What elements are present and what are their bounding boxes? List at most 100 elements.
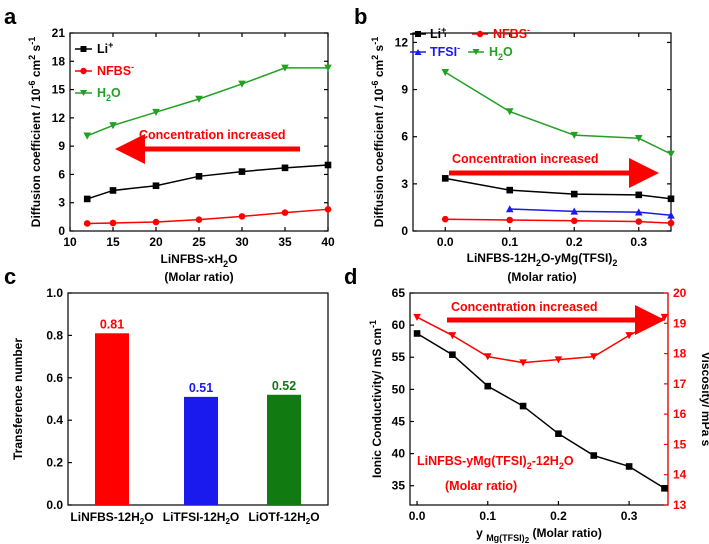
- series-b: [441, 68, 675, 227]
- data-point: [625, 332, 633, 340]
- ylabel-left-d: Ionic Conductivity/ mS cm-1: [368, 320, 384, 478]
- x-tick-label: 0.2: [550, 509, 567, 523]
- data-point: [413, 313, 421, 322]
- series-line: [416, 332, 665, 489]
- xlabel-note-b: (Molar ratio): [507, 270, 576, 284]
- data-point: [441, 215, 449, 223]
- data-point: [109, 219, 117, 227]
- y-tick-label-right: 19: [673, 316, 687, 330]
- series-line: [87, 208, 329, 225]
- plot-frame-b: [412, 32, 672, 232]
- series-line: [416, 316, 665, 364]
- y-tick-label: 1.0: [46, 286, 63, 300]
- bar-data-label: 0.51: [189, 381, 213, 395]
- y-tick-label: 6: [58, 167, 65, 181]
- y-tick-label-right: 14: [673, 468, 687, 482]
- legend-label-nfbs-b: NFBS-: [493, 25, 530, 41]
- legend-marker-li-b: [415, 31, 421, 37]
- data-point: [281, 164, 289, 172]
- y-tick-label-left: 60: [392, 318, 406, 332]
- data-point: [413, 330, 421, 337]
- annotation-d: Concentration increased: [451, 300, 598, 314]
- ylabel-b: Diffusion coefficient / 10-6 cm2 s-1: [370, 37, 386, 227]
- data-point: [449, 351, 456, 358]
- y-tick-label-right: 16: [673, 407, 687, 421]
- x-tick-label: 40: [321, 235, 335, 249]
- data-point: [109, 122, 117, 130]
- legend-marker-h2o-b: [472, 49, 480, 55]
- y-tick-label: 0.0: [46, 498, 63, 512]
- data-point: [448, 332, 457, 340]
- series-line: [444, 71, 672, 155]
- xlabel-a: LiNFBS-xH2O: [160, 252, 237, 269]
- data-point: [667, 211, 675, 219]
- y-tick-label: 6: [401, 130, 408, 144]
- data-point: [570, 217, 578, 225]
- x-tick-label: 35: [278, 235, 292, 249]
- series-line: [86, 164, 329, 200]
- inset-label-note-d: (Molar ratio): [445, 479, 517, 493]
- legend-label-li-b: Li+: [430, 25, 446, 41]
- y-tick-label-left: 45: [392, 414, 406, 428]
- y-tick-label-left: 65: [392, 286, 406, 300]
- data-point: [483, 353, 492, 361]
- panel-label-b: b: [354, 4, 367, 29]
- panel-a: 10 15 20 25 30 35 40 0 3 6 9 12 15 18 21 Li+ NFBS- H2O…: [27, 26, 335, 284]
- y-tick-label: 12: [395, 35, 409, 49]
- x-tick-label: 0.1: [479, 509, 496, 523]
- data-point: [519, 359, 527, 367]
- y-tick-label: 21: [52, 26, 66, 40]
- bar: [95, 333, 129, 505]
- x-tick-label: 0.3: [630, 235, 647, 249]
- ticks-b: 0.0 0.1 0.2 0.3 0 3 6 9 12: [395, 33, 671, 249]
- panel-label-a: a: [4, 4, 17, 29]
- panel-b: 0.0 0.1 0.2 0.3 0 3 6 9 12 Li+ NFBS- TFSI- H2O C…: [370, 25, 675, 284]
- data-point: [625, 463, 633, 470]
- plot-frame-d: [409, 292, 669, 506]
- y-tick-label: 0.2: [46, 456, 63, 470]
- series-line: [86, 67, 328, 137]
- y-tick-label-right: 17: [673, 377, 687, 391]
- data-point: [441, 175, 449, 182]
- data-point: [554, 356, 563, 364]
- data-point: [667, 219, 675, 227]
- panel-label-d: d: [344, 264, 357, 289]
- data-point: [441, 68, 450, 77]
- y-tick-label: 15: [52, 83, 66, 97]
- annotation-a: Concentration increased: [139, 128, 286, 142]
- legend-b: Li+ NFBS- TFSI- H2O: [410, 25, 530, 62]
- panel-d: 0.0 0.1 0.2 0.3 35 40 45 50 55 60 65 13 14 15 16 17 18 19…: [368, 286, 709, 544]
- y-tick-label: 3: [58, 196, 65, 210]
- y-tick-label: 0: [58, 224, 65, 238]
- xlabel-note-a: (Molar ratio): [164, 270, 233, 284]
- data-point: [505, 205, 514, 213]
- ticks-c: 0.0 0.2 0.4 0.6 0.8 1.0: [46, 286, 285, 512]
- y-tick-label-left: 50: [392, 382, 406, 396]
- data-point: [83, 220, 91, 227]
- x-tick-label: 0.0: [437, 235, 454, 249]
- legend-label-h2o: H2O: [97, 86, 121, 103]
- data-point: [484, 382, 492, 390]
- data-point: [324, 161, 332, 169]
- data-point: [281, 209, 289, 216]
- data-point: [152, 218, 160, 226]
- ylabel-a: Diffusion coefficient / 10-6 cm2 s-1: [27, 37, 43, 227]
- y-tick-label-right: 15: [673, 437, 687, 451]
- data-point: [570, 207, 579, 215]
- ylabel-right-d: Viscosity/ mPa s: [699, 352, 709, 447]
- data-point: [589, 353, 598, 361]
- x-tick-label: 25: [192, 235, 206, 249]
- legend-marker-nfbs-b: [476, 30, 484, 38]
- category-label-2: LiTFSI-12H2O: [163, 510, 239, 526]
- data-point: [660, 313, 669, 322]
- data-point: [506, 216, 514, 224]
- ticks-d: 0.0 0.1 0.2 0.3 35 40 45 50 55 60 65 13 14 15 16 17 18 19…: [392, 286, 687, 523]
- y-tick-label-right: 13: [673, 498, 687, 512]
- x-tick-label: 0.3: [621, 509, 638, 523]
- y-tick-label: 9: [401, 83, 408, 97]
- data-point: [570, 131, 579, 139]
- data-point: [635, 191, 643, 199]
- x-tick-label: 0.0: [409, 509, 426, 523]
- bar: [267, 394, 301, 505]
